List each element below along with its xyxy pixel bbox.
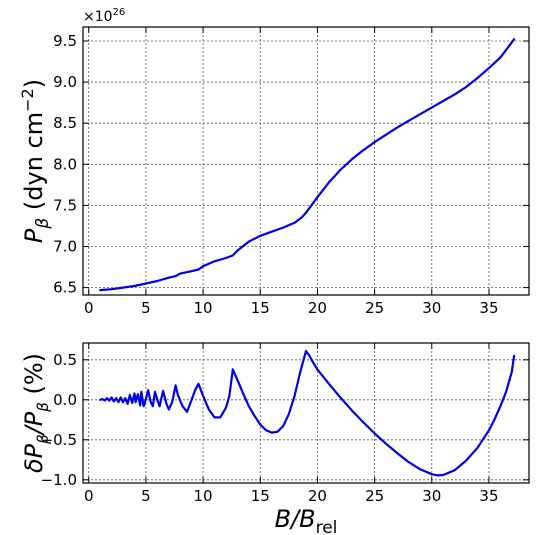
bottom-x-tick-label: 10 [194,487,213,505]
bottom-y-axis-label: δPβ/Pβ (%) [20,353,52,473]
top-y-tick-label: 6.5 [53,279,77,297]
bottom-x-tick-label: 5 [141,487,151,505]
bottom-y-tick-label: −0.5 [41,431,77,449]
bottom-x-tick-label: 35 [479,487,498,505]
top-y-tick-label: 9.0 [53,73,77,91]
bottom-ticks: 0 5 10 15 20 25 30 35 −1.0 −0.5 0.0 0.5 [41,343,529,505]
bottom-x-tick-label: 15 [251,487,270,505]
top-x-tick-label: 30 [422,299,441,317]
top-x-tick-label: 35 [479,299,498,317]
top-y-tick-label: 8.5 [53,114,77,132]
top-x-tick-label: 0 [84,299,94,317]
top-x-tick-label: 10 [194,299,213,317]
top-y-tick-label: 8.0 [53,155,77,173]
bottom-plot-frame [82,342,530,484]
bottom-x-tick-label: 25 [365,487,384,505]
top-y-tick-label: 9.5 [53,32,77,50]
top-x-tick-label: 15 [251,299,270,317]
top-plot-frame [82,26,530,296]
bottom-x-tick-label: 30 [422,487,441,505]
top-x-tick-label: 25 [365,299,384,317]
bottom-gridlines [83,343,529,483]
bottom-y-tick-label: −1.0 [41,471,77,489]
top-ticks: 0 5 10 15 20 25 30 35 6.5 7.0 7.5 8.0 8.5 9.0 9.5 [53,27,529,317]
bottom-panel: 0 5 10 15 20 25 30 35−1.0−0.50.00.5 δPβ/Pβ (%) … [20,342,530,535]
top-x-tick-label: 5 [141,299,151,317]
top-series-line [99,38,516,292]
top-gridlines [83,27,529,295]
top-panel: 0 5 10 15 20 25 30 35 6.5 7.0 7.5 8.0 8.5 9.0 9.5 ×102… [18,7,530,317]
bottom-y-tick-label: 0.0 [53,391,77,409]
top-x-tick-label: 20 [308,299,327,317]
y-multiplier-label: ×1026 [83,7,125,25]
top-y-tick-label: 7.0 [53,237,77,255]
top-y-axis-label: Pβ (dyn cm−2) [18,79,53,243]
bottom-x-tick-label: 0 [84,487,94,505]
bottom-series-line [99,349,516,477]
x-axis-label: B/Brel [275,505,338,535]
bottom-y-tick-label: 0.5 [53,351,77,369]
top-y-tick-label: 7.5 [53,196,77,214]
bottom-x-tick-label: 20 [308,487,327,505]
